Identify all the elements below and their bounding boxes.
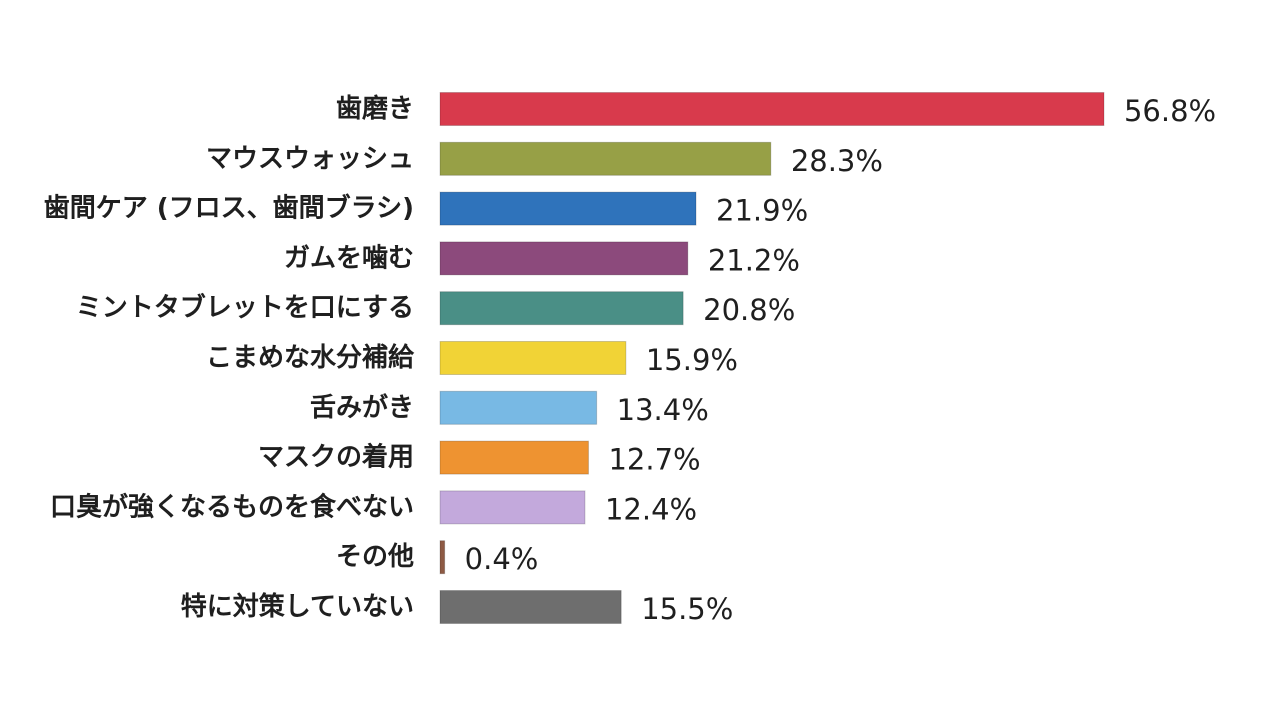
value-label: 28.3% [791,144,883,178]
bar [439,390,598,425]
category-label: ミントタブレットを口にする [76,292,414,323]
value-label: 15.9% [646,343,738,377]
value-label: 13.4% [617,393,709,427]
bar [439,440,589,475]
category-label: こまめな水分補給 [206,342,415,373]
bar [439,92,1105,126]
category-label: 特に対策していない [181,591,414,622]
bar [439,540,446,575]
bar [439,241,689,276]
category-label: マウスウォッシュ [206,144,414,174]
value-label: 21.2% [708,243,800,277]
bar [439,490,586,525]
value-label: 12.4% [605,492,697,526]
category-label: 口臭が強くなるものを食べない [50,491,414,522]
value-label: 15.5% [641,592,733,626]
bar [439,291,684,326]
value-label: 12.7% [608,443,700,477]
category-label: ガムを噛む [284,243,414,273]
bar [439,590,622,624]
category-label: 歯間ケア (フロス、歯間ブラシ) [44,193,414,224]
category-label: 歯磨き [336,94,414,124]
bar [439,141,772,176]
value-labels: 56.8% 28.3% 21.9% 21.2% 20.8% 15.9% 13.4% 12.7%… [465,94,1216,626]
bar [439,341,627,375]
value-label: 21.9% [716,194,808,228]
category-label: マスクの着用 [258,442,414,473]
category-label: その他 [336,542,414,572]
bar [439,191,697,226]
category-label: 舌みがき [310,392,414,423]
value-label: 20.8% [703,293,795,327]
value-label: 56.8% [1124,94,1216,128]
bars [439,92,1105,624]
value-label: 0.4% [465,542,539,576]
